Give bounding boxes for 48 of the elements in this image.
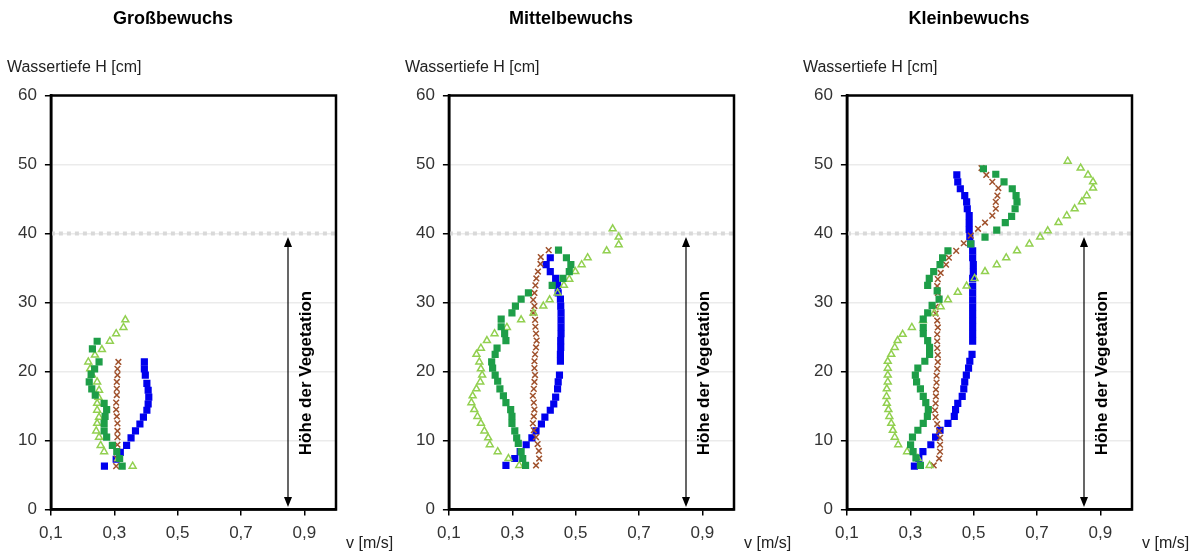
y-tick-label: 30 [813,292,833,312]
x-axis-title: v [m/s] [1142,534,1190,552]
x-tick-label: 0,7 [1025,523,1049,543]
annotation: Höhe der Vegetation [694,290,714,456]
y-tick-label: 60 [813,85,833,105]
x-tick-label: 0,3 [898,523,923,543]
y-tick-label: 0 [823,499,833,519]
y-tick-label: 20 [813,361,833,381]
x-axis-title: v [m/s] [744,534,792,552]
y-tick-label: 60 [17,85,37,105]
y-tick-label: 60 [415,85,435,105]
x-tick-label: 0,7 [627,523,651,543]
y-tick-label: 30 [17,292,37,312]
y-axis-title: Wassertiefe H [cm] [404,58,540,76]
chart-title: Mittelbewuchs [508,7,634,28]
x-tick-label: 0,5 [961,523,986,543]
x-axis-title: v [m/s] [346,534,394,552]
y-tick-label: 0 [27,499,37,519]
x-tick-label: 0,5 [563,523,588,543]
x-tick-label: 0,1 [39,523,63,543]
y-tick-label: 50 [17,154,37,174]
y-tick-label: 0 [425,499,435,519]
x-tick-label: 0,5 [165,523,190,543]
chart-title: Kleinbewuchs [908,7,1030,28]
x-tick-label: 0,9 [292,523,317,543]
y-tick-label: 40 [415,223,435,243]
x-tick-label: 0,9 [1088,523,1113,543]
x-tick-label: 0,7 [229,523,253,543]
x-tick-label: 0,9 [690,523,715,543]
annotation: Höhe der Vegetation [296,290,316,456]
y-tick-label: 50 [813,154,833,174]
y-tick-label: 20 [415,361,435,381]
y-axis-title: Wassertiefe H [cm] [6,58,142,76]
y-tick-label: 20 [17,361,37,381]
y-tick-label: 50 [415,154,435,174]
y-axis-title: Wassertiefe H [cm] [802,58,938,76]
x-tick-label: 0,3 [500,523,525,543]
y-tick-label: 10 [813,430,833,450]
y-tick-label: 40 [813,223,833,243]
y-tick-label: 10 [17,430,37,450]
y-tick-label: 10 [415,430,435,450]
annotation: Höhe der Vegetation [1092,290,1112,456]
chart-title: Großbewuchs [112,7,234,28]
x-tick-label: 0,1 [437,523,461,543]
x-tick-label: 0,3 [102,523,127,543]
y-tick-label: 40 [17,223,37,243]
y-tick-label: 30 [415,292,435,312]
x-tick-label: 0,1 [835,523,859,543]
